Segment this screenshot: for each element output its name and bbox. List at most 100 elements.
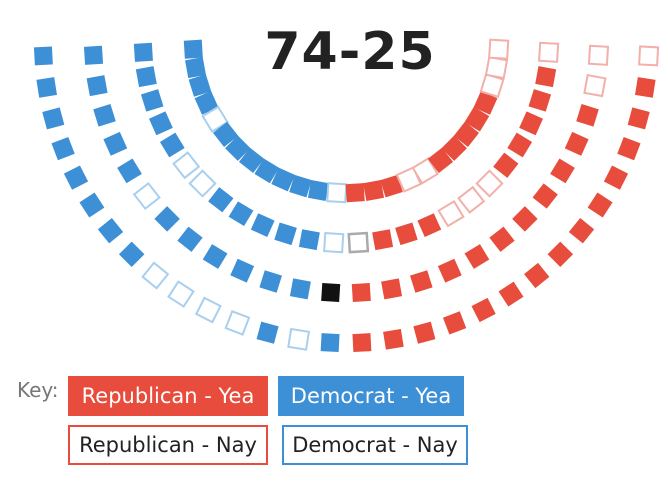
seat-democrat-yea bbox=[208, 187, 234, 213]
seat-democrat-yea bbox=[250, 213, 275, 237]
seat-republican-yea bbox=[410, 270, 433, 293]
seat-democrat-yea bbox=[320, 333, 340, 353]
key-label: Key: bbox=[17, 378, 59, 402]
seat-republican-yea bbox=[493, 152, 519, 178]
seat-republican-yea bbox=[464, 106, 490, 132]
legend-republican-nay: Republican - Nay bbox=[68, 425, 268, 465]
seat-republican-yea bbox=[603, 165, 629, 190]
seat-democrat-yea bbox=[159, 132, 185, 158]
seat-democrat-yea bbox=[289, 278, 311, 300]
seat-republican-yea bbox=[363, 180, 385, 201]
seat-republican-nay bbox=[638, 45, 660, 67]
seat-democrat-yea bbox=[259, 270, 282, 293]
seat-republican-yea bbox=[532, 183, 558, 209]
seat-democrat-yea bbox=[274, 222, 297, 246]
seat-democrat-nay bbox=[188, 169, 217, 198]
seat-democrat-yea bbox=[154, 206, 180, 232]
seat-republican-yea bbox=[417, 213, 442, 237]
seat-democrat-yea bbox=[133, 42, 153, 62]
legend-democrat-nay: Democrat - Nay bbox=[282, 425, 468, 465]
seat-republican-nay bbox=[457, 185, 486, 214]
seat-republican-yea bbox=[437, 258, 462, 283]
seat-democrat-yea bbox=[212, 121, 239, 148]
seat-republican-yea bbox=[381, 278, 403, 300]
seat-democrat-nay bbox=[132, 181, 161, 211]
seat-democrat-yea bbox=[135, 66, 157, 88]
seat-republican-yea bbox=[507, 132, 533, 158]
seat-republican-yea bbox=[564, 131, 589, 156]
seat-democrat-yea bbox=[307, 180, 329, 201]
seat-democrat-yea bbox=[33, 46, 53, 66]
seat-democrat-yea bbox=[271, 167, 296, 192]
seat-democrat-nay bbox=[167, 280, 195, 308]
seat-democrat-yea bbox=[202, 244, 228, 269]
seat-presiding bbox=[321, 282, 341, 303]
seat-republican-nay bbox=[475, 169, 504, 198]
seat-democrat-yea bbox=[93, 104, 116, 127]
seat-republican-yea bbox=[550, 158, 575, 184]
seat-republican-yea bbox=[441, 135, 467, 161]
seat-democrat-nay bbox=[287, 327, 311, 351]
seat-democrat-yea bbox=[183, 39, 203, 59]
seat-democrat-nay bbox=[224, 309, 251, 336]
seat-republican-yea bbox=[352, 333, 372, 353]
seat-republican-yea bbox=[547, 241, 574, 268]
legend-democrat-yea: Democrat - Yea bbox=[278, 376, 464, 416]
seat-democrat-yea bbox=[117, 158, 142, 184]
seat-republican-yea bbox=[498, 281, 524, 307]
seat-republican-yea bbox=[635, 77, 656, 98]
seat-republican-yea bbox=[519, 111, 543, 136]
seat-democrat-yea bbox=[254, 158, 280, 184]
seat-republican-yea bbox=[442, 311, 467, 335]
seat-democrat-yea bbox=[256, 321, 279, 344]
seat-republican-yea bbox=[528, 89, 552, 112]
seat-democrat-nay bbox=[194, 296, 222, 324]
seat-democrat-yea bbox=[86, 75, 108, 97]
seat-democrat-yea bbox=[185, 57, 206, 79]
seat-democrat-yea bbox=[298, 229, 320, 251]
seat-democrat-nay bbox=[172, 151, 201, 180]
seat-not-voting bbox=[347, 231, 370, 254]
seat-republican-yea bbox=[471, 297, 496, 323]
vote-tally: 74-25 bbox=[264, 22, 436, 82]
seat-republican-yea bbox=[345, 183, 365, 203]
seat-democrat-yea bbox=[42, 107, 65, 130]
seat-democrat-yea bbox=[194, 90, 219, 115]
seat-republican-yea bbox=[380, 174, 403, 198]
seat-republican-yea bbox=[383, 329, 404, 350]
seat-democrat-yea bbox=[118, 241, 145, 268]
seat-republican-nay bbox=[411, 157, 439, 185]
seat-democrat-yea bbox=[36, 77, 57, 98]
seat-republican-yea bbox=[524, 262, 550, 289]
seat-democrat-yea bbox=[140, 89, 164, 112]
seat-democrat-yea bbox=[188, 74, 212, 97]
seat-republican-yea bbox=[512, 206, 538, 232]
seat-republican-nay bbox=[538, 41, 560, 63]
seat-republican-nay bbox=[583, 73, 607, 98]
seat-democrat-yea bbox=[51, 136, 75, 161]
seat-democrat-nay bbox=[141, 261, 170, 290]
seat-republican-yea bbox=[617, 136, 641, 161]
seat-republican-yea bbox=[587, 192, 613, 218]
seat-democrat-yea bbox=[63, 165, 89, 190]
seat-republican-nay bbox=[488, 38, 510, 60]
seat-democrat-nay bbox=[323, 232, 345, 254]
seat-republican-yea bbox=[535, 66, 557, 88]
seat-democrat-yea bbox=[97, 218, 124, 244]
seat-democrat-yea bbox=[177, 226, 203, 252]
seat-republican-nay bbox=[437, 199, 465, 228]
seat-democrat-yea bbox=[228, 201, 254, 227]
seat-republican-yea bbox=[395, 222, 418, 246]
seat-republican-yea bbox=[489, 226, 515, 252]
seat-republican-nay bbox=[587, 44, 610, 66]
seat-republican-yea bbox=[568, 218, 595, 244]
seat-republican-yea bbox=[627, 107, 650, 130]
seat-republican-yea bbox=[464, 244, 490, 269]
seat-democrat-yea bbox=[230, 258, 255, 283]
seat-republican-yea bbox=[372, 229, 394, 251]
seat-republican-yea bbox=[351, 282, 371, 303]
seat-democrat-yea bbox=[238, 147, 265, 174]
seat-democrat-yea bbox=[83, 45, 104, 65]
seat-democrat-yea bbox=[289, 174, 312, 198]
